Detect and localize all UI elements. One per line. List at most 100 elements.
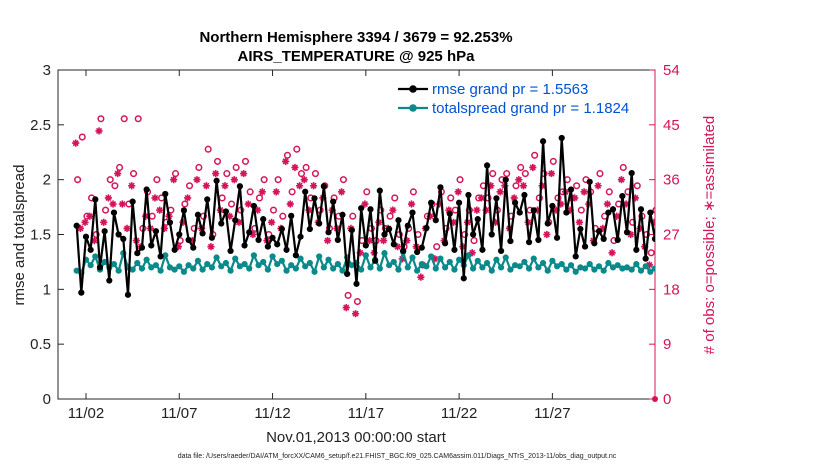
x-axis-label: Nov.01,2013 00:00:00 start [266, 429, 447, 446]
rmse-point [82, 233, 90, 240]
rmse-point [166, 219, 174, 226]
legend-marker [409, 104, 417, 112]
totalspread-point [628, 266, 635, 273]
rmse-point [367, 206, 374, 213]
totalspread-point [423, 263, 430, 270]
totalspread-point [586, 261, 593, 268]
totalspread-point [642, 263, 649, 270]
obs-assimilated-marker [235, 218, 243, 226]
obs-assimilated-marker [365, 236, 374, 245]
rmse-point [372, 257, 379, 264]
totalspread-point [404, 264, 411, 271]
rmse-point [796, 238, 802, 244]
obs-possible-marker [269, 206, 278, 214]
obs-assimilated-marker [627, 230, 635, 239]
totalspread-point [414, 267, 421, 274]
obs-assimilated-marker [725, 207, 732, 214]
obs-possible-marker [204, 145, 212, 153]
totalspread-point [497, 264, 505, 271]
obs-assimilated-marker [282, 157, 290, 165]
obs-assimilated-marker [351, 310, 360, 318]
y-right-tick-label: 27 [663, 227, 680, 244]
rmse-point [666, 196, 672, 202]
totalspread-point [428, 253, 435, 260]
obs-assimilated-marker [603, 200, 612, 208]
legend: rmse grand pr = 1.5563 totalspread grand … [398, 81, 629, 117]
obs-assimilated-marker [496, 188, 504, 196]
totalspread-point [390, 258, 397, 266]
rmse-point [194, 211, 202, 218]
rmse-point [451, 246, 458, 253]
rmse-point [222, 208, 230, 215]
rmse-point [152, 228, 160, 235]
obs-assimilated-marker [692, 231, 699, 238]
obs-assimilated-marker [389, 206, 397, 214]
totalspread-point [567, 262, 575, 269]
rmse-point [330, 198, 337, 205]
obs-possible-marker [260, 176, 268, 184]
rmse-point [334, 236, 341, 244]
obs-possible-marker [134, 115, 142, 123]
obs-possible-marker [742, 317, 748, 323]
obs-possible-marker [695, 220, 701, 226]
rmse-point [190, 244, 197, 251]
rmse-point [623, 229, 631, 236]
obs-possible-marker [223, 170, 231, 178]
totalspread-point [213, 254, 220, 261]
obs-possible-marker [349, 212, 357, 220]
rmse-point [717, 229, 723, 235]
obs-assimilated-marker [118, 200, 126, 208]
totalspread-point [661, 262, 667, 268]
rmse-point [474, 216, 481, 223]
obs-assimilated-marker [309, 182, 318, 190]
totalspread-point [274, 261, 281, 268]
totalspread-point [675, 268, 681, 274]
totalspread-point [755, 253, 761, 259]
rmse-point [773, 236, 779, 242]
totalspread-point [614, 262, 621, 269]
totalspread-point [311, 268, 318, 275]
rmse-point [470, 231, 477, 238]
y-tick-label: 3 [43, 62, 51, 79]
obs-possible-marker [297, 170, 306, 178]
rmse-point [157, 253, 164, 260]
rmse-point [227, 247, 234, 255]
rmse-point [246, 229, 253, 236]
y-right-tick-label: 18 [663, 281, 680, 298]
obs-assimilated-marker [109, 200, 117, 208]
totalspread-point [671, 264, 677, 270]
totalspread-point [600, 267, 607, 274]
totalspread-point [437, 255, 444, 262]
rmse-point [675, 217, 681, 223]
rmse-point [255, 236, 262, 244]
obs-assimilated-marker [468, 249, 476, 257]
rmse-point [339, 211, 346, 218]
y-axis-label-right: # of obs: o=possible; ∗=assimilated [701, 116, 718, 355]
totalspread-point [451, 266, 458, 273]
obs-possible-marker [681, 226, 687, 232]
obs-assimilated-marker [76, 224, 84, 233]
obs-assimilated-marker [179, 218, 187, 226]
rmse-point [120, 235, 127, 242]
totalspread-point [595, 263, 603, 270]
obs-assimilated-marker [734, 176, 741, 183]
obs-assimilated-marker [809, 243, 816, 250]
rmse-point [792, 200, 798, 206]
rmse-point [586, 178, 593, 185]
rmse-point [344, 270, 351, 278]
rmse-point [741, 219, 747, 225]
rmse-point [278, 225, 285, 233]
rmse-point [493, 195, 500, 202]
obs-assimilated-marker [123, 224, 131, 233]
totalspread-point [666, 270, 672, 276]
obs-possible-marker [181, 200, 189, 208]
obs-assimilated-marker [552, 206, 560, 214]
obs-possible-marker [765, 232, 771, 238]
obs-assimilated-marker [772, 207, 779, 214]
obs-assimilated-marker [580, 188, 588, 196]
obs-assimilated-marker [575, 218, 584, 226]
rmse-point [264, 243, 271, 250]
obs-possible-marker [489, 170, 497, 178]
obs-assimilated-marker [720, 249, 727, 256]
